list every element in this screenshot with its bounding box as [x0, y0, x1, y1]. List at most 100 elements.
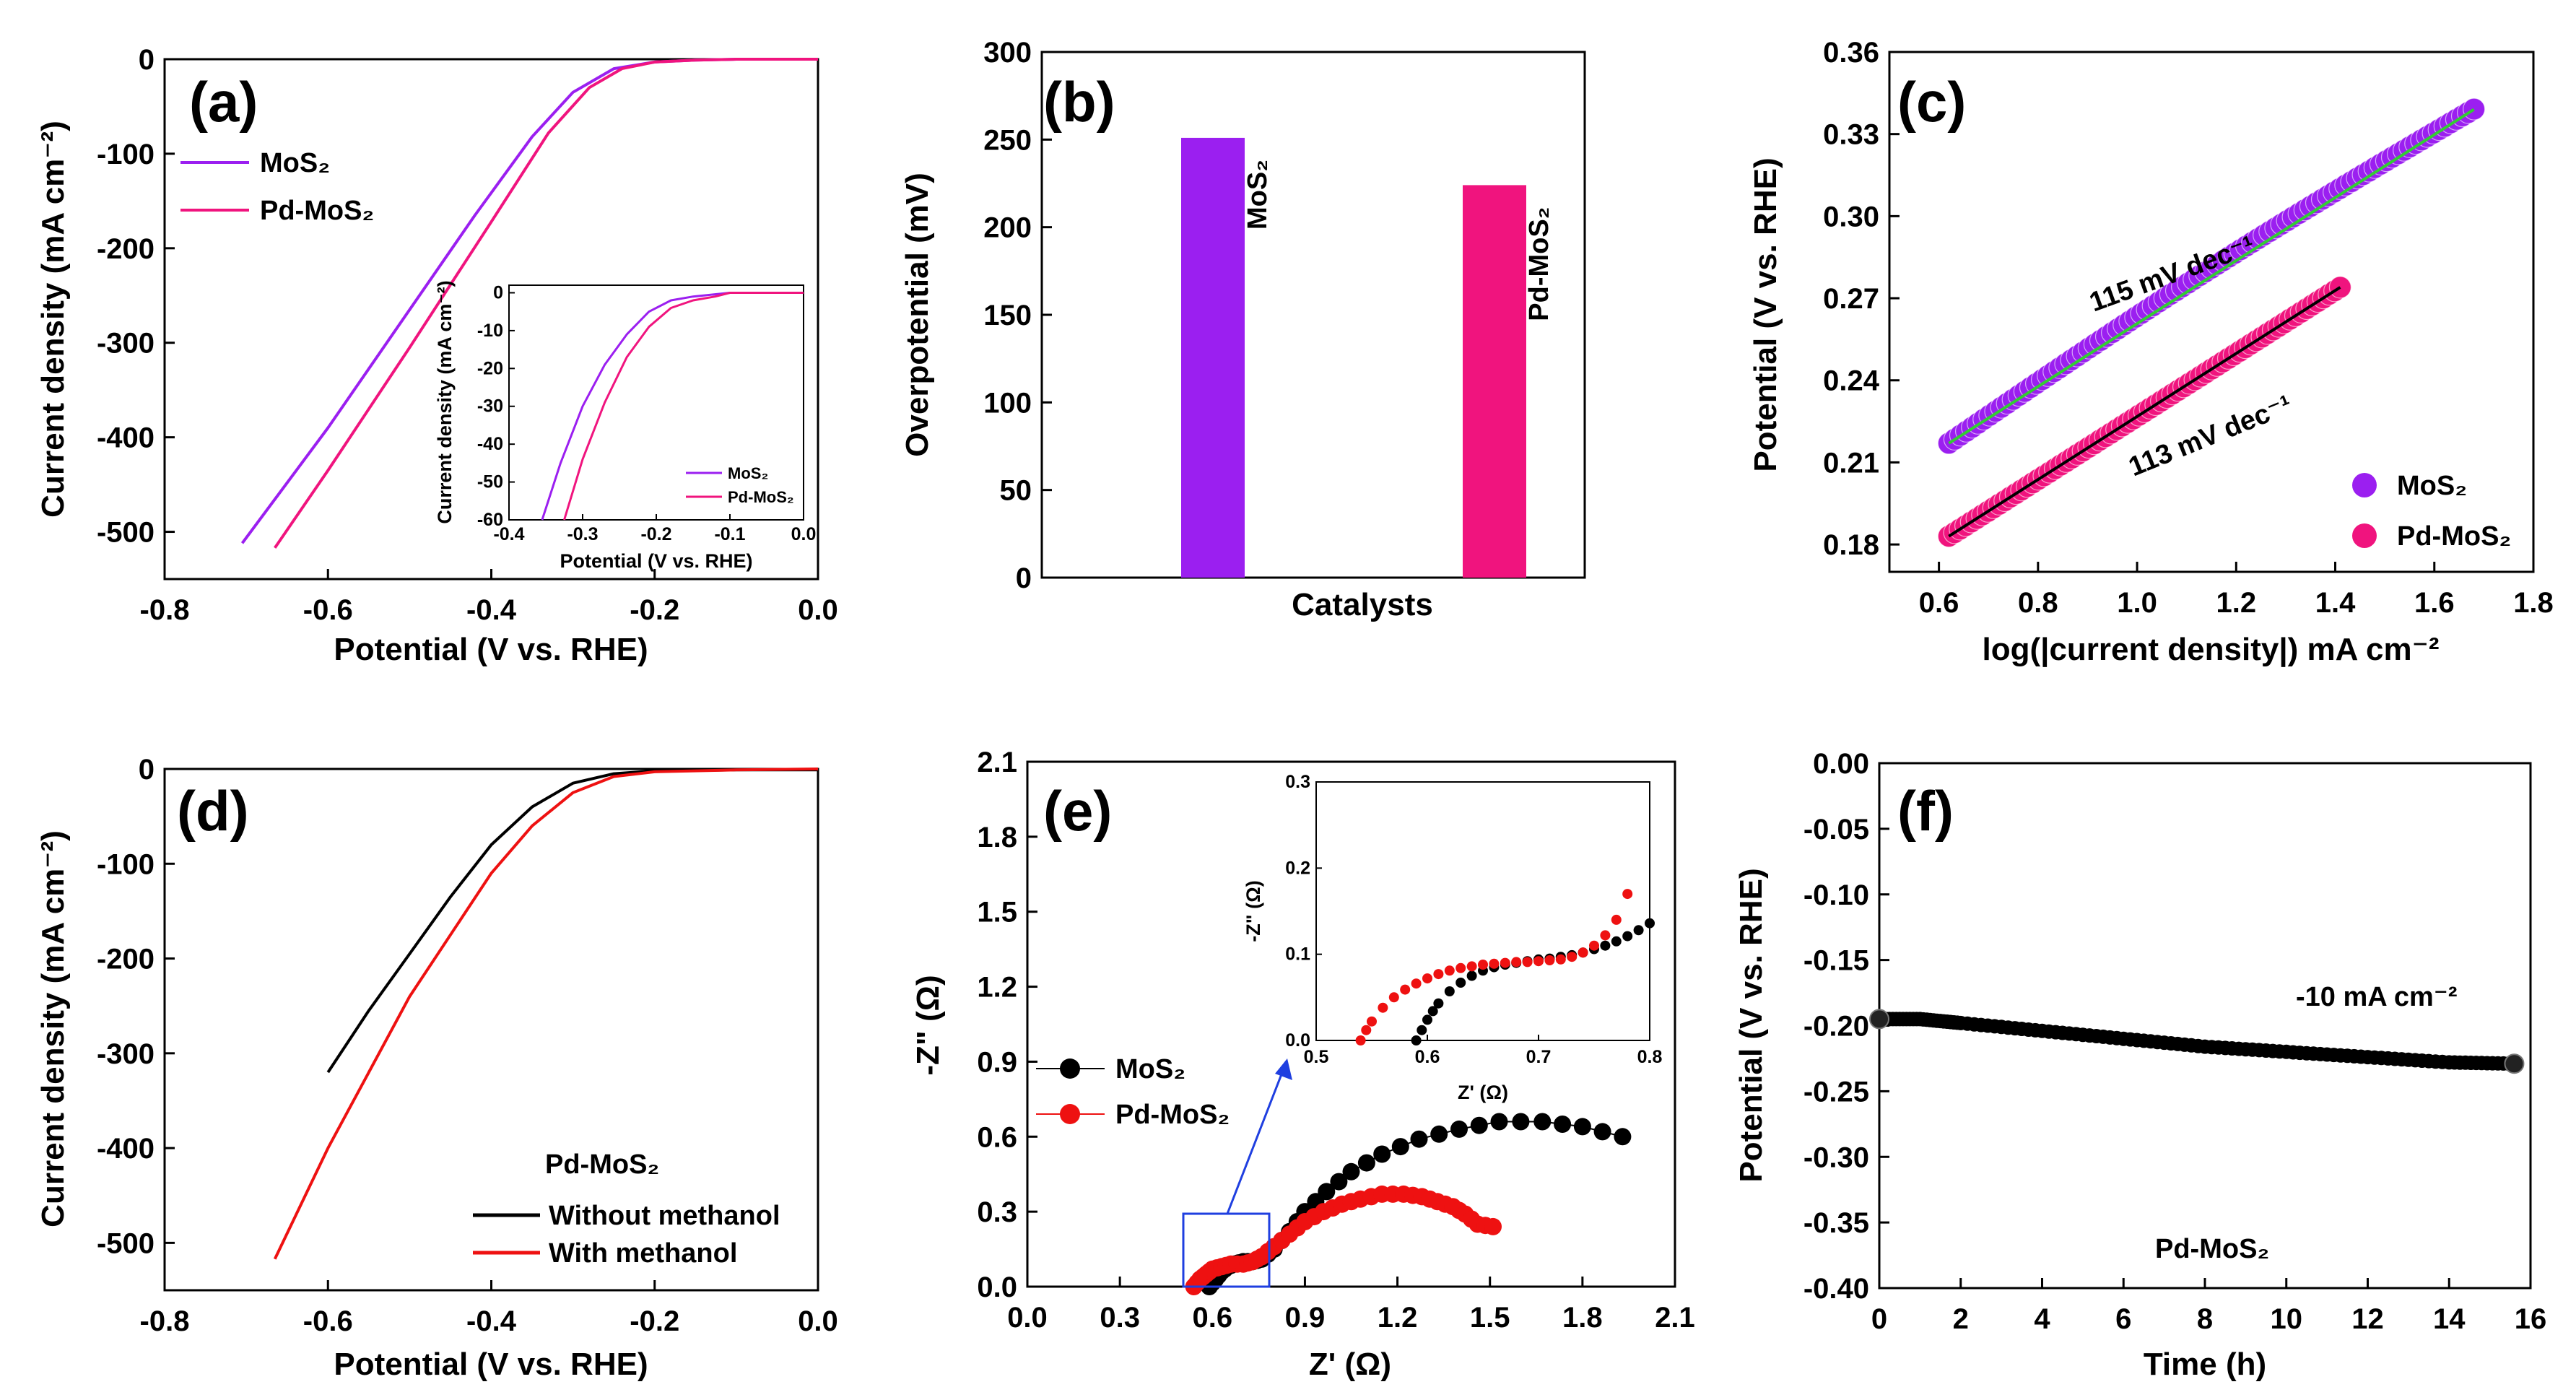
x-tick-label: -0.8 — [140, 1305, 190, 1337]
x-tick-label: -0.6 — [303, 594, 353, 626]
y-tick-label: 150 — [983, 300, 1032, 331]
y-tick-label: -0.35 — [1803, 1207, 1869, 1239]
inset-x-tick-label: -0.1 — [714, 524, 745, 544]
panel-e-zoom — [1182, 1058, 1292, 1288]
inset-y-tick-label: -10 — [477, 321, 503, 341]
inset-point-mos2 — [1427, 1006, 1438, 1017]
point-mos2 — [1573, 1118, 1591, 1136]
inset-point-pdmos2 — [1466, 961, 1477, 972]
inset-y-tick-label: -20 — [477, 358, 503, 378]
legend-label-pdmos2: Pd-MoS₂ — [2397, 521, 2511, 552]
inset-point-pdmos2 — [1522, 957, 1533, 968]
x-tick-label: 0.0 — [1007, 1302, 1048, 1334]
inset-point-mos2 — [1422, 1014, 1432, 1025]
stability-end-point — [2504, 1053, 2525, 1074]
panel-a-inset: -0.4 -0.3 -0.2 -0.1 0.0 0 -10 -20 -30 -40 -50 -60 P… — [434, 280, 816, 572]
panel-e-label: (e) — [1043, 779, 1112, 843]
y-tick-label: 2.1 — [977, 747, 1017, 778]
y-tick-label: 0.3 — [977, 1196, 1017, 1228]
panel-a-xlabel: Potential (V vs. RHE) — [334, 632, 648, 667]
y-tick-label: 300 — [983, 37, 1032, 69]
panel-a: -0.8 -0.6 -0.4 -0.2 0.00-100-200-300-400-500… — [35, 44, 838, 667]
inset-point-pdmos2 — [1622, 889, 1633, 900]
point-mos2 — [1470, 1116, 1488, 1134]
y-tick-label: -200 — [97, 944, 155, 975]
panel-e-xlabel: Z' (Ω) — [1309, 1347, 1391, 1382]
point-mos2 — [1330, 1173, 1348, 1191]
zoom-arrow — [1226, 1064, 1287, 1214]
point-mos2 — [1342, 1162, 1360, 1181]
inset-y-tick-label: 0.2 — [1285, 858, 1310, 878]
fit-line-pdmos2 — [1948, 286, 2341, 538]
curve-with-methanol — [273, 768, 819, 1260]
point-pdmos2 — [1484, 1217, 1502, 1235]
legend-label-mos2: MoS₂ — [2397, 471, 2467, 501]
panel-d-sample-label: Pd-MoS₂ — [545, 1149, 659, 1180]
bar-mos2 — [1181, 137, 1245, 578]
panel-a-inset-ylabel: Current density (mA cm⁻²) — [434, 280, 456, 523]
y-tick-label: 1.8 — [977, 822, 1017, 853]
point-mos2 — [1614, 1128, 1632, 1146]
x-tick-label: -0.2 — [630, 594, 679, 626]
inset-point-pdmos2 — [1444, 965, 1455, 976]
panel-e-ylabel: -Z" (Ω) — [910, 975, 946, 1075]
panel-c-label: (c) — [1897, 70, 1966, 134]
inset-point-mos2 — [1466, 970, 1477, 981]
x-tick-label: 12 — [2351, 1303, 2384, 1335]
inset-point-pdmos2 — [1567, 952, 1578, 962]
y-tick-label: 0.36 — [1823, 37, 1879, 69]
y-tick-label: 0 — [1016, 562, 1032, 594]
inset-point-mos2 — [1633, 925, 1644, 936]
legend-marker-mos2 — [1060, 1058, 1080, 1079]
legend-label-mos2: MoS₂ — [260, 148, 330, 178]
inset-point-pdmos2 — [1489, 958, 1500, 969]
inset-point-mos2 — [1611, 936, 1622, 947]
x-tick-label: -0.8 — [140, 594, 190, 626]
bar-pdmos2 — [1463, 185, 1526, 578]
x-tick-label: 14 — [2433, 1303, 2466, 1335]
y-tick-label: -100 — [97, 848, 155, 880]
inset-legend-label-pdmos2: Pd-MoS₂ — [728, 488, 794, 506]
panel-f-label: (f) — [1897, 779, 1954, 843]
y-tick-label: 1.2 — [977, 972, 1017, 1004]
x-tick-label: -0.4 — [466, 1305, 517, 1337]
y-tick-label: -300 — [97, 328, 155, 360]
x-tick-label: 0.0 — [798, 594, 838, 626]
curve-without-methanol — [326, 768, 818, 1074]
current-density-annotation: -10 mA cm⁻² — [2296, 982, 2458, 1012]
y-tick-label: 50 — [1000, 475, 1032, 507]
point-mos2 — [1373, 1145, 1391, 1163]
x-tick-label: 1.2 — [2216, 587, 2257, 619]
panel-d-ylabel: Current density (mA cm⁻²) — [35, 830, 71, 1227]
panel-c: 0.6 0.8 1.0 1.2 1.4 1.6 1.8 0.18 0.21 0.24 0.27 0.3… — [1748, 37, 2554, 668]
inset-x-tick-label: 0.8 — [1637, 1047, 1663, 1067]
y-tick-label: -0.40 — [1803, 1273, 1869, 1305]
inset-y-tick-label: 0.3 — [1285, 772, 1310, 792]
inset-x-tick-label: 0.6 — [1415, 1047, 1440, 1067]
panel-d-legend: Without methanol With methanol — [473, 1201, 780, 1269]
inset-x-tick-label: 0.5 — [1304, 1047, 1329, 1067]
inset-point-pdmos2 — [1455, 962, 1466, 973]
panel-b-label: (b) — [1043, 70, 1115, 134]
panel-a-ticks: -0.8 -0.6 -0.4 -0.2 0.00-100-200-300-400-500 — [97, 44, 838, 626]
y-tick-label: -0.20 — [1803, 1011, 1869, 1043]
panel-e-inset-frame — [1315, 781, 1650, 1041]
y-tick-label: -500 — [97, 1227, 155, 1259]
panel-a-inset-curves — [541, 292, 804, 521]
y-tick-label: 1.5 — [977, 897, 1017, 929]
inset-point-pdmos2 — [1361, 1025, 1372, 1035]
panel-b-xlabel: Catalysts — [1292, 587, 1433, 622]
panel-e-inset-points — [1355, 889, 1655, 1045]
legend-marker-pdmos2 — [1060, 1104, 1080, 1124]
panel-d-curves — [273, 768, 819, 1260]
inset-curve-mos2 — [541, 292, 804, 521]
inset-point-pdmos2 — [1544, 955, 1555, 965]
panel-e-frame — [1026, 760, 1676, 1288]
y-tick-label: -0.05 — [1803, 814, 1869, 845]
inset-point-pdmos2 — [1367, 1016, 1377, 1027]
panel-f-ylabel: Potential (V vs. RHE) — [1733, 868, 1769, 1182]
point-mos2 — [1533, 1113, 1552, 1131]
y-tick-label: -0.30 — [1803, 1142, 1869, 1173]
inset-point-mos2 — [1411, 1035, 1422, 1045]
